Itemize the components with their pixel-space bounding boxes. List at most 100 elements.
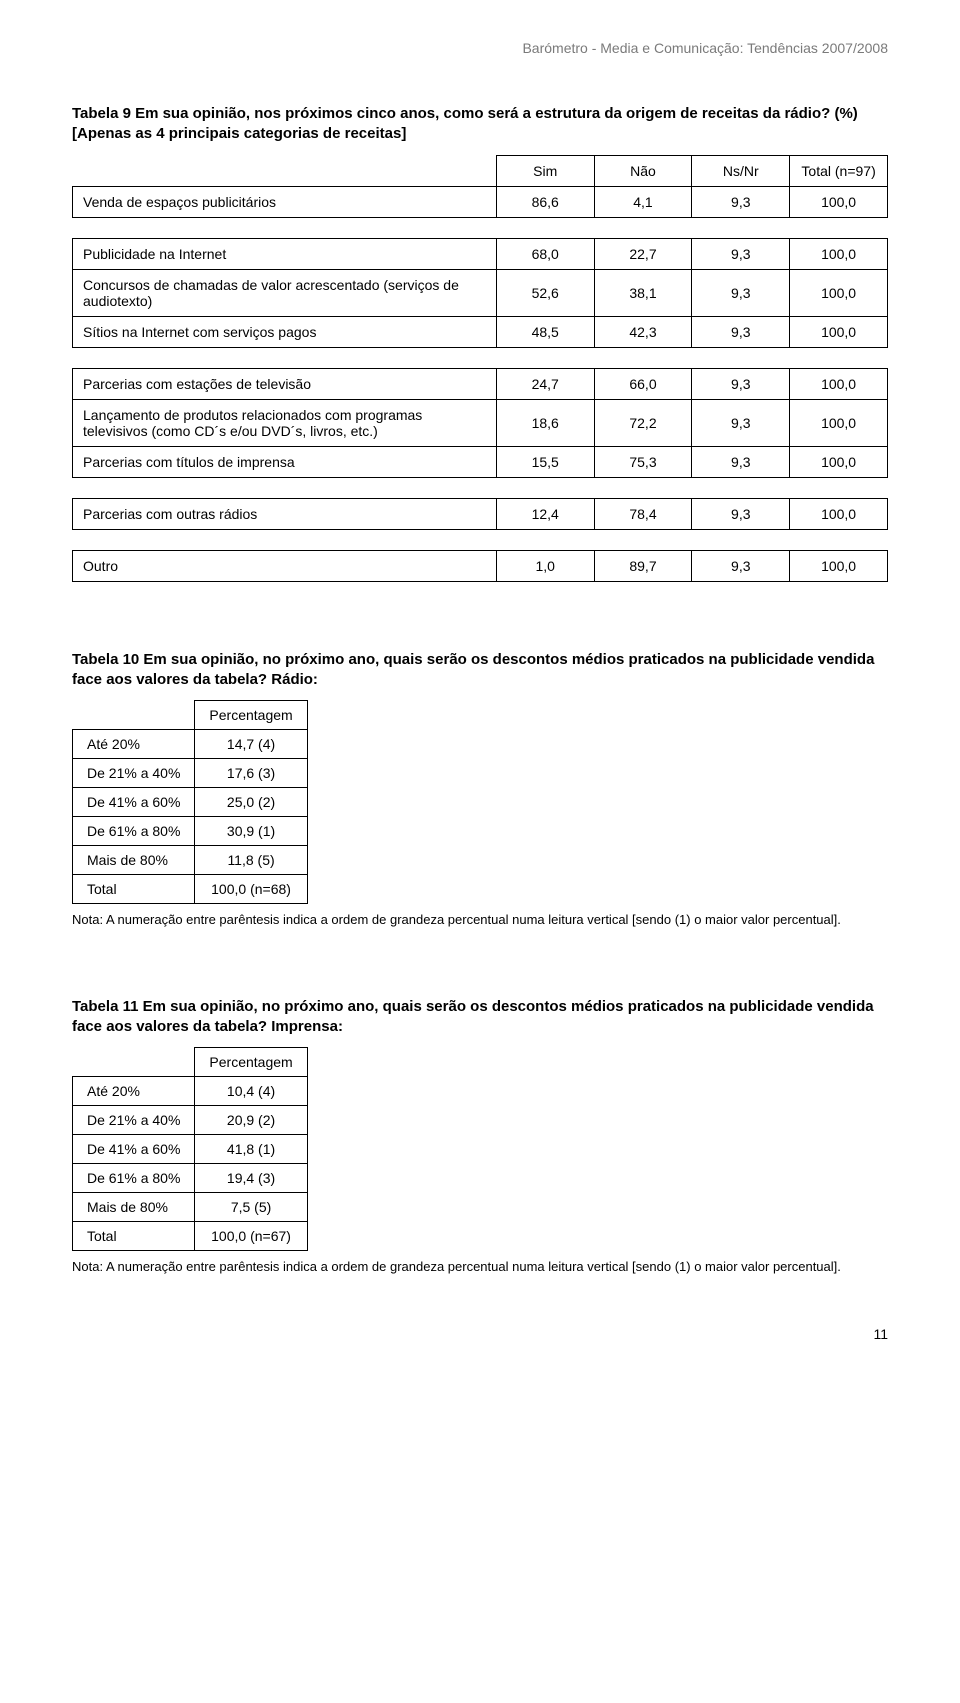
table11: Percentagem Até 20%10,4 (4)De 21% a 40%2… <box>72 1047 308 1251</box>
cell-value: 100,0 <box>790 550 888 581</box>
cell-value: 17,6 (3) <box>195 759 307 788</box>
table9: Sim Não Ns/Nr Total (n=97) Venda de espa… <box>72 155 888 582</box>
table-row: Parcerias com outras rádios12,478,49,310… <box>73 498 888 529</box>
cell-value: 66,0 <box>594 368 692 399</box>
row-label: De 21% a 40% <box>73 759 195 788</box>
row-label: Concursos de chamadas de valor acrescent… <box>73 269 497 316</box>
cell-value: 9,3 <box>692 368 790 399</box>
table-row: De 61% a 80%19,4 (3) <box>73 1164 308 1193</box>
table9-header-row: Sim Não Ns/Nr Total (n=97) <box>73 155 888 186</box>
row-label: De 61% a 80% <box>73 1164 195 1193</box>
cell-value: 9,3 <box>692 446 790 477</box>
table-row: Concursos de chamadas de valor acrescent… <box>73 269 888 316</box>
row-label: Até 20% <box>73 730 195 759</box>
row-label: Outro <box>73 550 497 581</box>
table9-col-nsnr: Ns/Nr <box>692 155 790 186</box>
row-label: Lançamento de produtos relacionados com … <box>73 399 497 446</box>
row-label: Parcerias com estações de televisão <box>73 368 497 399</box>
table-row: Lançamento de produtos relacionados com … <box>73 399 888 446</box>
cell-value: 42,3 <box>594 316 692 347</box>
row-label: Total <box>73 875 195 904</box>
table-row: De 21% a 40%20,9 (2) <box>73 1106 308 1135</box>
table11-empty-corner <box>73 1048 195 1077</box>
cell-value: 86,6 <box>496 186 594 217</box>
spacer-row <box>73 477 888 498</box>
row-label: Mais de 80% <box>73 846 195 875</box>
table10-title: Tabela 10 Em sua opinião, no próximo ano… <box>72 650 888 691</box>
table-row: Parcerias com estações de televisão24,76… <box>73 368 888 399</box>
spacer-row <box>73 217 888 238</box>
cell-value: 72,2 <box>594 399 692 446</box>
cell-value: 100,0 <box>790 186 888 217</box>
cell-value: 9,3 <box>692 399 790 446</box>
cell-value: 78,4 <box>594 498 692 529</box>
row-label: Parcerias com títulos de imprensa <box>73 446 497 477</box>
cell-value: 100,0 <box>790 368 888 399</box>
cell-value: 22,7 <box>594 238 692 269</box>
cell-value: 12,4 <box>496 498 594 529</box>
cell-value: 9,3 <box>692 550 790 581</box>
row-label: De 41% a 60% <box>73 788 195 817</box>
cell-value: 9,3 <box>692 498 790 529</box>
table-row: Publicidade na Internet68,022,79,3100,0 <box>73 238 888 269</box>
cell-value: 100,0 <box>790 269 888 316</box>
cell-value: 100,0 <box>790 446 888 477</box>
cell-value: 15,5 <box>496 446 594 477</box>
cell-value: 10,4 (4) <box>195 1077 307 1106</box>
row-label: De 21% a 40% <box>73 1106 195 1135</box>
cell-value: 100,0 <box>790 238 888 269</box>
page-number: 11 <box>72 1326 888 1342</box>
row-label: Publicidade na Internet <box>73 238 497 269</box>
cell-value: 68,0 <box>496 238 594 269</box>
table-row: Total100,0 (n=68) <box>73 875 308 904</box>
spacer-row <box>73 347 888 368</box>
cell-value: 20,9 (2) <box>195 1106 307 1135</box>
table11-header-row: Percentagem <box>73 1048 308 1077</box>
cell-value: 30,9 (1) <box>195 817 307 846</box>
table-row: Total100,0 (n=67) <box>73 1222 308 1251</box>
cell-value: 75,3 <box>594 446 692 477</box>
table-row: De 61% a 80%30,9 (1) <box>73 817 308 846</box>
table-row: Outro1,089,79,3100,0 <box>73 550 888 581</box>
cell-value: 19,4 (3) <box>195 1164 307 1193</box>
cell-value: 1,0 <box>496 550 594 581</box>
cell-value: 24,7 <box>496 368 594 399</box>
table9-col-total: Total (n=97) <box>790 155 888 186</box>
cell-value: 9,3 <box>692 269 790 316</box>
table9-empty-corner <box>73 155 497 186</box>
table-row: De 21% a 40%17,6 (3) <box>73 759 308 788</box>
row-label: Sítios na Internet com serviços pagos <box>73 316 497 347</box>
table-row: Mais de 80%7,5 (5) <box>73 1193 308 1222</box>
table10-col-percentagem: Percentagem <box>195 701 307 730</box>
row-label: Parcerias com outras rádios <box>73 498 497 529</box>
table10: Percentagem Até 20%14,7 (4)De 21% a 40%1… <box>72 700 308 904</box>
cell-value: 41,8 (1) <box>195 1135 307 1164</box>
table10-empty-corner <box>73 701 195 730</box>
table-row: Venda de espaços publicitários86,64,19,3… <box>73 186 888 217</box>
page-container: Barómetro - Media e Comunicação: Tendênc… <box>0 0 960 1372</box>
table-row: Até 20%10,4 (4) <box>73 1077 308 1106</box>
table11-title: Tabela 11 Em sua opinião, no próximo ano… <box>72 997 888 1038</box>
cell-value: 100,0 (n=67) <box>195 1222 307 1251</box>
cell-value: 38,1 <box>594 269 692 316</box>
cell-value: 18,6 <box>496 399 594 446</box>
cell-value: 9,3 <box>692 316 790 347</box>
table10-header-row: Percentagem <box>73 701 308 730</box>
cell-value: 25,0 (2) <box>195 788 307 817</box>
cell-value: 52,6 <box>496 269 594 316</box>
row-label: Até 20% <box>73 1077 195 1106</box>
table10-note: Nota: A numeração entre parêntesis indic… <box>72 912 888 929</box>
cell-value: 100,0 <box>790 399 888 446</box>
row-label: De 61% a 80% <box>73 817 195 846</box>
cell-value: 4,1 <box>594 186 692 217</box>
table-row: De 41% a 60%41,8 (1) <box>73 1135 308 1164</box>
row-label: Venda de espaços publicitários <box>73 186 497 217</box>
cell-value: 11,8 (5) <box>195 846 307 875</box>
document-header: Barómetro - Media e Comunicação: Tendênc… <box>72 40 888 56</box>
cell-value: 48,5 <box>496 316 594 347</box>
table9-title: Tabela 9 Em sua opinião, nos próximos ci… <box>72 104 888 145</box>
table-row: De 41% a 60%25,0 (2) <box>73 788 308 817</box>
cell-value: 7,5 (5) <box>195 1193 307 1222</box>
row-label: Total <box>73 1222 195 1251</box>
table-row: Parcerias com títulos de imprensa15,575,… <box>73 446 888 477</box>
